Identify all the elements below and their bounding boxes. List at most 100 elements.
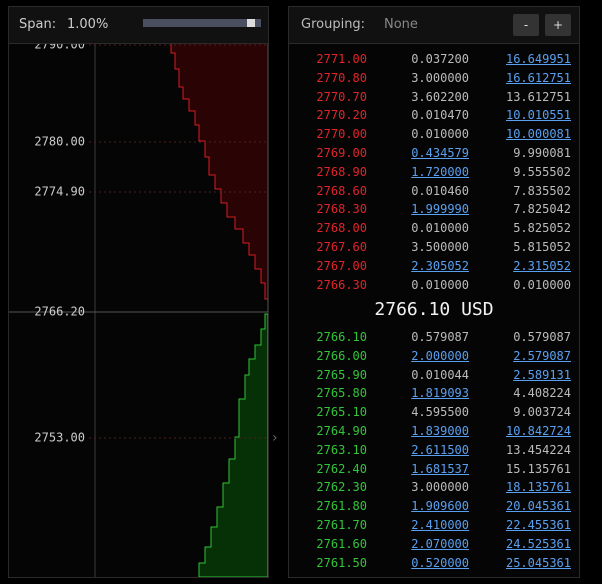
size: 3.500000 [411, 240, 469, 254]
total: 0.579087 [513, 330, 571, 344]
collapse-arrow[interactable]: › [272, 430, 278, 446]
price: 2762.30 [316, 480, 367, 495]
total[interactable]: 16.612751 [505, 70, 571, 85]
size[interactable]: 2.410000 [411, 518, 469, 532]
price: 2770.80 [316, 70, 367, 85]
size: 0.010000 [411, 277, 469, 292]
total[interactable]: 2.579087 [513, 348, 571, 363]
price: 2761.60 [316, 536, 367, 551]
size[interactable]: 1.720000 [411, 164, 469, 179]
size[interactable]: 1.999990 [411, 202, 469, 217]
size[interactable]: 2.070000 [411, 536, 469, 551]
total[interactable]: 10.000081 [505, 127, 571, 142]
grouping-value: None [384, 17, 418, 32]
size[interactable]: 2.305052 [411, 258, 469, 273]
ask-row: 2771.00 0.037200 16.649951 [289, 50, 579, 68]
depth-chart: 2793.702790.002780.002774.902766.202753.… [9, 7, 268, 577]
size: 3.000000 [411, 480, 469, 495]
price: 2769.00 [316, 146, 367, 160]
size[interactable]: 2.000000 [411, 348, 469, 363]
price-label: 2766.20 [34, 305, 85, 319]
ask-row: 2769.00 0.434579 9.990081 [289, 144, 579, 162]
ask-row: 2768.30 1.999990 7.825042 [289, 200, 579, 218]
price: 2761.70 [316, 518, 367, 532]
plus-button[interactable]: + [545, 14, 571, 36]
price: 2766.00 [316, 348, 367, 363]
price: 2761.50 [316, 555, 367, 570]
total: 5.825052 [513, 221, 571, 236]
price: 2761.80 [316, 499, 367, 514]
total[interactable]: 2.589131 [513, 367, 571, 382]
price: 2766.30 [316, 277, 367, 292]
bid-row: 2761.50 0.520000 25.045361 [289, 554, 579, 572]
span-header: Span: 1.00% [9, 7, 268, 44]
bid-row: 2763.10 2.611500 13.454224 [289, 441, 579, 459]
mid-price: 2766.10 USD [374, 299, 494, 320]
ask-area [170, 42, 268, 312]
size[interactable]: 1.839000 [411, 424, 469, 438]
price: 2765.80 [316, 386, 367, 401]
size: 0.037200 [411, 52, 469, 66]
size[interactable]: 0.520000 [411, 555, 469, 570]
price-label: 2780.00 [34, 135, 85, 149]
price: 2767.60 [316, 240, 367, 254]
size[interactable]: 1.681537 [411, 461, 469, 476]
grouping-label: Grouping: [301, 17, 366, 32]
total: 9.003724 [513, 405, 571, 420]
total[interactable]: 2.315052 [513, 258, 571, 273]
total: 15.135761 [505, 461, 571, 476]
ask-row: 2766.30 0.010000 0.010000 [289, 276, 579, 294]
total[interactable]: 20.045361 [505, 499, 571, 514]
total[interactable]: 25.045361 [505, 555, 571, 570]
ask-row: 2770.70 3.602200 13.612751 [289, 88, 579, 106]
total[interactable]: 10.842724 [505, 424, 571, 438]
bid-row: 2761.80 1.909600 20.045361 [289, 497, 579, 515]
ask-row: 2767.60 3.500000 5.815052 [289, 238, 579, 256]
minus-button[interactable]: - [513, 14, 539, 36]
bid-row: 2762.40 1.681537 15.135761 [289, 460, 579, 478]
price: 2763.10 [316, 442, 367, 457]
total[interactable]: 16.649951 [505, 52, 571, 66]
size[interactable]: 0.434579 [411, 146, 469, 160]
depth-panel: 2793.702790.002780.002774.902766.202753.… [8, 6, 269, 578]
price: 2765.90 [316, 367, 367, 382]
total: 7.835502 [513, 183, 571, 198]
span-slider[interactable] [143, 19, 261, 27]
bid-row: 2765.10 4.595500 9.003724 [289, 403, 579, 421]
grouping-header: Grouping: None - + [289, 7, 579, 44]
bid-row: 2761.60 2.070000 24.525361 [289, 535, 579, 553]
size[interactable]: 2.611500 [411, 442, 469, 457]
ask-row: 2768.60 0.010460 7.835502 [289, 182, 579, 200]
total: 5.815052 [513, 240, 571, 254]
ask-row: 2770.80 3.000000 16.612751 [289, 69, 579, 87]
bid-row: 2764.90 1.839000 10.842724 [289, 422, 579, 440]
total[interactable]: 24.525361 [505, 536, 571, 551]
price: 2771.00 [316, 52, 367, 66]
slider-knob[interactable] [247, 19, 255, 27]
bid-row: 2761.70 2.410000 22.455361 [289, 516, 579, 534]
ask-row: 2770.00 0.010000 10.000081 [289, 125, 579, 143]
price: 2768.00 [316, 221, 367, 236]
price: 2768.90 [316, 164, 367, 179]
size: 0.579087 [411, 330, 469, 344]
total[interactable]: 18.135761 [505, 480, 571, 495]
price: 2764.90 [316, 424, 367, 438]
total: 4.408224 [513, 386, 571, 401]
bid-row: 2762.30 3.000000 18.135761 [289, 478, 579, 496]
total[interactable]: 22.455361 [505, 518, 571, 532]
span-value: 1.00% [67, 17, 109, 32]
price: 2768.30 [316, 202, 367, 217]
total: 13.612751 [505, 89, 571, 104]
size: 4.595500 [411, 405, 469, 420]
total[interactable]: 10.010551 [505, 108, 571, 123]
orderbook-panel: Grouping: None - + 2771.00 0.037200 16.649… [288, 6, 580, 578]
ask-row: 2768.90 1.720000 9.555502 [289, 163, 579, 181]
size[interactable]: 1.819093 [411, 386, 469, 401]
size: 3.000000 [411, 70, 469, 85]
price: 2762.40 [316, 461, 367, 476]
size: 0.010044 [411, 367, 469, 382]
price: 2770.20 [316, 108, 367, 123]
total: 0.010000 [513, 277, 571, 292]
size[interactable]: 1.909600 [411, 499, 469, 514]
